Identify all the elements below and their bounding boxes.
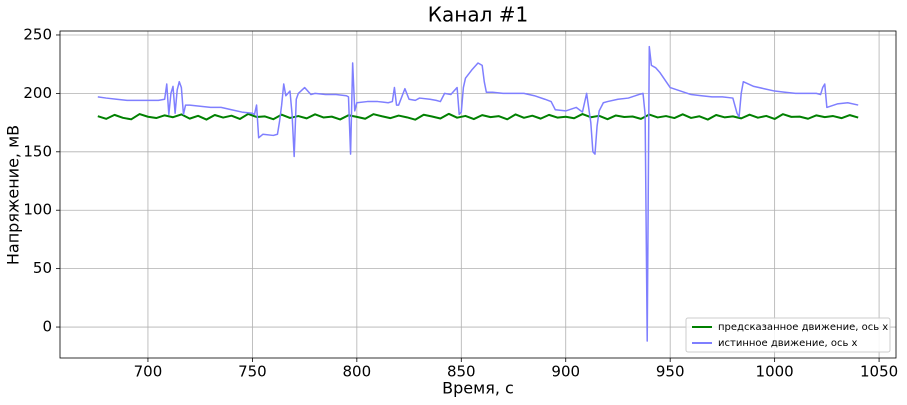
plot-frame — [59, 30, 897, 359]
x-tick-label: 900 — [551, 363, 580, 381]
legend-label: истинное движение, ось x — [718, 338, 858, 349]
x-tick-label: 800 — [343, 363, 372, 381]
x-axis-label: Время, с — [442, 379, 514, 398]
series-line — [97, 112, 859, 121]
legend-label: предсказанное движение, ось x — [718, 322, 888, 333]
x-tick-label: 750 — [238, 363, 267, 381]
y-tick-label: 100 — [23, 201, 52, 219]
chart-title: Канал #1 — [428, 3, 528, 27]
x-tick-label: 950 — [656, 363, 685, 381]
x-tick-label: 850 — [447, 363, 476, 381]
series-line — [97, 45, 859, 342]
y-tick-label: 200 — [23, 84, 52, 102]
x-tick-label: 1000 — [756, 363, 794, 381]
x-tick-label: 700 — [134, 363, 163, 381]
y-tick-label: 50 — [33, 259, 52, 277]
x-tick-label: 1050 — [860, 363, 898, 381]
legend-box — [685, 317, 891, 353]
y-axis-label: Напряжение, мВ — [4, 125, 23, 265]
y-tick-label: 250 — [23, 25, 52, 43]
legend: предсказанное движение, ось x истинное дв… — [685, 317, 891, 353]
y-tick-label: 0 — [42, 318, 52, 336]
y-tick-label: 150 — [23, 142, 52, 160]
